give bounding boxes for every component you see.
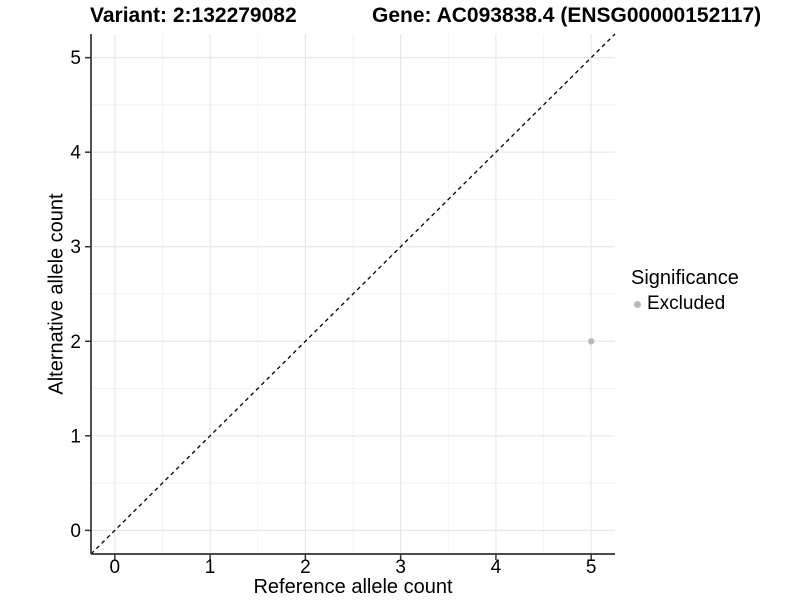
x-tick-label: 2	[300, 557, 311, 578]
legend-circle-marker-icon	[634, 300, 641, 308]
y-tick-label: 2	[70, 332, 81, 353]
y-tick-label: 5	[70, 48, 81, 69]
x-tick-label: 0	[110, 557, 121, 578]
x-tick-label: 3	[395, 557, 406, 578]
data-point	[587, 338, 595, 345]
x-tick-label: 1	[205, 557, 216, 578]
y-tick-label: 0	[70, 521, 81, 542]
variant-title: Variant: 2:132279082	[90, 4, 297, 27]
axis-lines	[90, 34, 615, 555]
y-axis-title: Alternative allele count	[45, 193, 68, 395]
legend: Significance Excluded	[631, 267, 739, 315]
legend-item-label: Excluded	[647, 293, 726, 314]
gene-title: Gene: AC093838.4 (ENSG00000152117)	[372, 4, 762, 27]
major-gridlines	[91, 34, 615, 554]
legend-item-excluded: Excluded	[631, 293, 739, 315]
x-tick-label: 4	[491, 557, 502, 578]
y-tick-label: 4	[70, 143, 81, 164]
x-tick-label: 5	[586, 557, 597, 578]
y-tick-label: 1	[70, 426, 81, 447]
y-tick-label: 3	[70, 237, 81, 258]
identity-reference-line	[90, 33, 616, 555]
y-tick-labels: 0 1 2 3 4 5	[70, 48, 81, 542]
data-points	[587, 338, 595, 345]
x-axis-title: Reference allele count	[253, 576, 453, 598]
x-tick-labels: 0 1 2 3 4 5	[110, 557, 597, 578]
minor-gridlines	[91, 34, 615, 554]
legend-title: Significance	[631, 267, 739, 289]
axis-tick-marks	[85, 56, 592, 560]
